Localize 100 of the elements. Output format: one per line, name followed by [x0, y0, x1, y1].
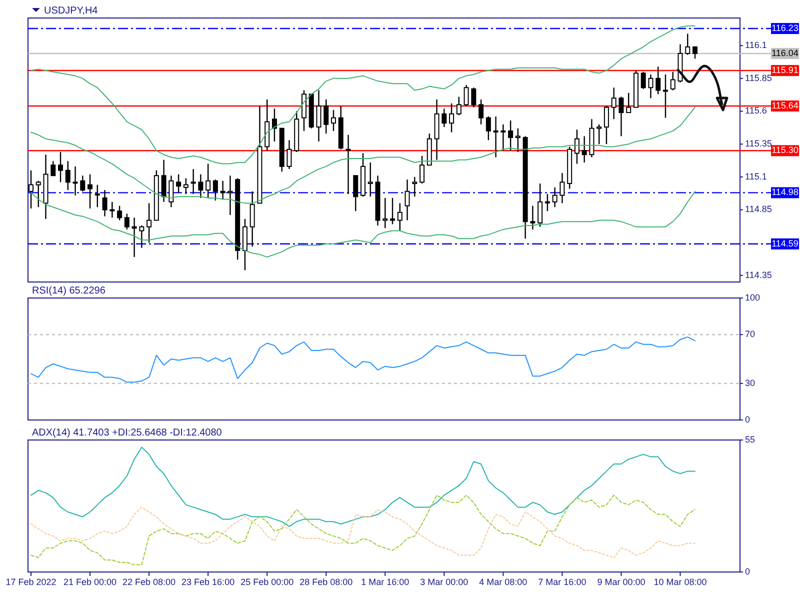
- candlestick: [72, 166, 78, 196]
- y-tick-label: 116.1: [745, 40, 767, 50]
- x-tick-label: 4 Mar 08:00: [479, 577, 528, 587]
- y-tick-label: 115.35: [745, 138, 772, 148]
- candlestick: [50, 160, 56, 176]
- ref-line-label: 116.23: [772, 22, 798, 33]
- y-tick-label: 115.1: [745, 171, 767, 182]
- y-tick-label: 55: [745, 434, 756, 444]
- candlestick: [330, 109, 336, 132]
- candlestick: [538, 182, 543, 228]
- candlestick: [456, 96, 462, 116]
- candlestick: [220, 180, 226, 200]
- x-tick-label: 25 Feb 00:00: [240, 577, 294, 587]
- candlestick: [442, 108, 447, 128]
- x-tick-label: 22 Feb 08:00: [122, 577, 176, 587]
- x-tick-label: 1 Mar 16:00: [361, 577, 410, 587]
- candlestick: [618, 96, 624, 137]
- candlestick: [346, 134, 351, 195]
- candlestick: [286, 140, 292, 170]
- candlestick: [692, 46, 698, 60]
- y-tick-label: 100: [745, 292, 760, 302]
- candlestick: [582, 136, 587, 164]
- candlestick: [183, 178, 188, 195]
- ref-line-label: 114.98: [772, 187, 798, 198]
- candlestick: [397, 202, 402, 232]
- candlestick: [500, 124, 506, 152]
- candlestick: [596, 124, 602, 145]
- candlestick: [560, 172, 565, 204]
- candlestick: [611, 87, 616, 120]
- candlestick: [316, 90, 322, 142]
- candlestick: [412, 176, 418, 198]
- candlestick: [471, 87, 476, 108]
- candlestick: [58, 151, 64, 183]
- y-tick-label: 115.85: [745, 72, 772, 83]
- x-tick-label: 10 Mar 08:00: [654, 577, 707, 587]
- candlestick: [420, 155, 425, 184]
- candlestick: [530, 205, 536, 230]
- candlestick: [648, 74, 654, 99]
- candlestick: [353, 175, 358, 212]
- y-tick-label: 114.35: [745, 270, 772, 280]
- candlestick: [544, 193, 550, 212]
- candlestick: [146, 202, 152, 244]
- candlestick: [626, 92, 632, 114]
- y-tick-label: 114.85: [745, 204, 772, 214]
- line-series: [30, 506, 696, 558]
- candlestick: [662, 74, 668, 118]
- ref-line-label: 114.59: [772, 238, 798, 248]
- x-tick-label: 3 Mar 00:00: [420, 577, 468, 587]
- candlestick: [242, 218, 248, 271]
- candlestick: [272, 108, 277, 142]
- candlestick: [250, 190, 255, 248]
- candlestick: [139, 224, 144, 248]
- candlestick: [198, 174, 204, 199]
- x-tick-label: 9 Mar 00:00: [597, 577, 646, 587]
- candlestick: [486, 116, 491, 141]
- candlestick: [94, 184, 100, 208]
- candlestick: [190, 168, 196, 195]
- x-tick-label: 23 Feb 16:00: [182, 577, 235, 587]
- candlestick: [301, 90, 306, 132]
- candlestick: [382, 197, 388, 229]
- chart-title: RSI(14) 65.2296: [32, 286, 106, 297]
- line-series: [30, 494, 696, 566]
- candlestick: [117, 205, 122, 221]
- candlestick: [65, 160, 70, 191]
- chart-title: USDJPY,H4: [44, 6, 98, 17]
- candlestick: [552, 186, 558, 208]
- candlestick: [464, 84, 469, 107]
- line-series: [30, 25, 696, 164]
- candlestick: [515, 128, 520, 153]
- line-series: [30, 336, 696, 383]
- candlestick: [124, 213, 130, 230]
- candlestick: [228, 175, 233, 216]
- candlestick: [449, 102, 454, 133]
- ref-line-label: 115.64: [772, 100, 798, 110]
- candlestick: [206, 163, 211, 199]
- candlestick: [685, 33, 690, 56]
- x-tick-label: 21 Feb 00:00: [64, 577, 117, 587]
- y-tick-label: 115.6: [745, 106, 767, 116]
- candlestick: [640, 71, 646, 90]
- ref-line-label: 116.04: [772, 48, 798, 58]
- line-series: [30, 446, 696, 527]
- y-tick-label: 30: [745, 378, 756, 388]
- candlestick: [168, 175, 174, 208]
- candlestick: [88, 174, 93, 210]
- candlestick: [110, 201, 115, 218]
- candlestick: [176, 174, 182, 194]
- candlestick: [670, 71, 676, 91]
- candlestick: [212, 178, 218, 202]
- candlestick: [508, 120, 514, 152]
- candlestick: [80, 175, 86, 192]
- candlestick: [604, 105, 609, 145]
- ref-line-label: 115.30: [772, 145, 798, 156]
- y-tick-label: 70: [745, 328, 756, 339]
- y-tick-label: 0: [745, 414, 750, 424]
- candlestick: [161, 159, 166, 202]
- candlestick: [656, 66, 661, 95]
- x-tick-label: 17 Feb 2022: [6, 577, 56, 587]
- candlestick: [404, 178, 410, 221]
- candlestick: [36, 180, 41, 208]
- candlestick: [390, 197, 396, 225]
